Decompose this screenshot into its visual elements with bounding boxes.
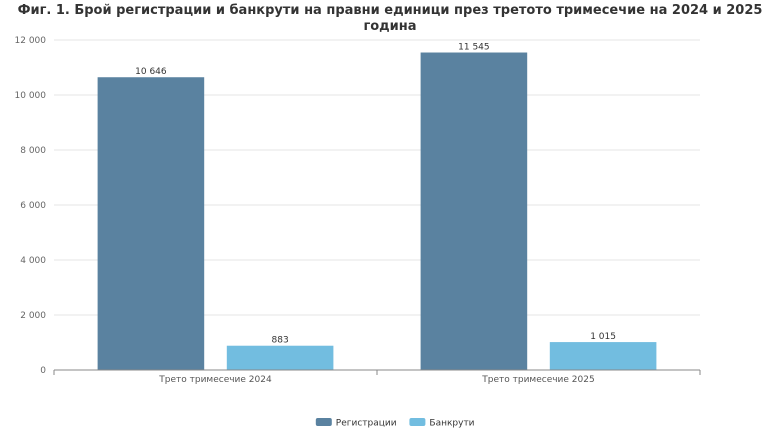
y-tick-label: 12 000 bbox=[15, 36, 47, 46]
bar bbox=[97, 77, 205, 371]
bars: 10 646 883 11 545 1 015 bbox=[97, 43, 657, 371]
category-label: Трето тримесечие 2024 bbox=[158, 375, 272, 385]
y-axis: 0 2 000 4 000 6 000 8 000 10 000 12 000 bbox=[15, 36, 47, 376]
bar bbox=[549, 342, 657, 370]
y-tick-label: 2 000 bbox=[20, 311, 46, 321]
y-tick-label: 8 000 bbox=[20, 146, 46, 156]
chart-title-line1: Фиг. 1. Брой регистрации и банкрути на п… bbox=[18, 3, 763, 18]
y-tick-label: 10 000 bbox=[15, 91, 47, 101]
bar-value-label: 1 015 bbox=[590, 332, 616, 342]
bar bbox=[420, 52, 528, 370]
x-axis: Трето тримесечие 2024 Трето тримесечие 20… bbox=[53, 369, 701, 385]
legend: Регистрации Банкрути bbox=[315, 418, 475, 429]
bar-value-label: 11 545 bbox=[458, 43, 490, 53]
legend-label: Банкрути bbox=[429, 419, 474, 429]
y-tick-label: 6 000 bbox=[20, 201, 46, 211]
y-tick-label: 4 000 bbox=[20, 256, 46, 266]
bar-value-label: 10 646 bbox=[135, 67, 167, 77]
legend-swatch bbox=[315, 418, 332, 426]
chart-title-line2: година bbox=[363, 19, 416, 34]
category-label: Трето тримесечие 2025 bbox=[481, 375, 594, 385]
legend-swatch bbox=[409, 418, 426, 426]
bar-value-label: 883 bbox=[272, 336, 289, 346]
y-tick-label: 0 bbox=[40, 366, 46, 376]
bar bbox=[226, 345, 334, 370]
legend-label: Регистрации bbox=[336, 419, 397, 429]
